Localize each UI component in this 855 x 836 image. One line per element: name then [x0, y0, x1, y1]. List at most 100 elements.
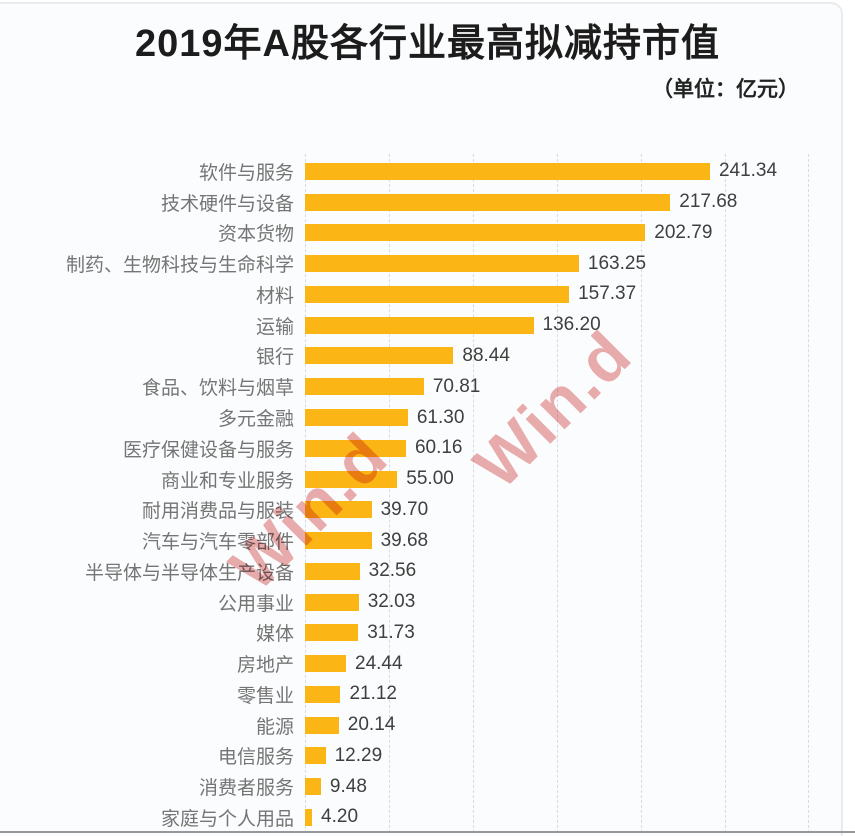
bar-value-label: 70.81 [432, 375, 481, 397]
category-label: 银行 [255, 347, 294, 369]
bar [305, 470, 398, 488]
gridline-50 [388, 154, 390, 833]
bar [305, 562, 360, 580]
bar [305, 316, 534, 334]
bottom-axis-line [0, 831, 855, 833]
category-label: 房地产 [236, 655, 294, 677]
bar-row: 家庭与个人用品 4.20 [0, 802, 855, 833]
bar-value-label: 39.68 [380, 529, 429, 551]
category-label: 医疗保健设备与服务 [122, 439, 294, 461]
category-label: 家庭与个人用品 [160, 808, 294, 830]
bar-value-label: 31.73 [367, 621, 415, 643]
plot-area: 软件与服务 241.34 技术硬件与设备 217.68 资本货物 202.79 … [0, 150, 855, 833]
bar-value-label: 136.20 [542, 314, 601, 336]
bar-row: 能源 20.14 [0, 710, 855, 741]
bar-value-label: 32.03 [367, 591, 416, 613]
bar-row: 电信服务 12.29 [0, 741, 855, 772]
bar-row: 媒体 31.73 [0, 617, 855, 648]
category-label: 食品、饮料与烟草 [141, 378, 294, 400]
bar-rows: 软件与服务 241.34 技术硬件与设备 217.68 资本货物 202.79 … [0, 156, 855, 833]
bar-value-label: 217.68 [679, 191, 738, 213]
bar [305, 162, 710, 180]
bar-row: 零售业 21.12 [0, 679, 855, 710]
bar [305, 347, 454, 365]
bar-value-label: 24.44 [355, 652, 403, 674]
bar-row: 技术硬件与设备 217.68 [0, 187, 855, 218]
category-label: 制药、生物科技与生命科学 [65, 255, 294, 277]
category-label: 汽车与汽车零部件 [141, 532, 294, 554]
category-label: 运输 [255, 316, 294, 338]
bar [305, 409, 408, 426]
bar [305, 193, 671, 211]
bar-row: 材料 157.37 [0, 279, 855, 310]
category-label: 半导体与半导体生产设备 [84, 562, 294, 584]
bar [305, 716, 339, 734]
category-label: 多元金融 [217, 409, 294, 430]
bar-value-label: 157.37 [578, 283, 637, 305]
category-label: 材料 [255, 285, 294, 307]
category-label: 耐用消费品与服装 [141, 501, 294, 523]
chart-title: 2019年A股各行业最高拟减持市值 [135, 23, 720, 65]
bar [305, 378, 424, 396]
category-label: 公用事业 [217, 593, 294, 615]
bar-value-label: 163.25 [587, 252, 647, 274]
bar-row: 软件与服务 241.34 [0, 156, 855, 187]
bar-row: 半导体与半导体生产设备 32.56 [0, 556, 855, 587]
category-label: 零售业 [236, 685, 294, 707]
category-label: 资本货物 [217, 224, 294, 246]
bar [305, 778, 321, 796]
bar-value-label: 88.44 [462, 344, 510, 366]
bar [305, 593, 359, 611]
bar-value-label: 202.79 [654, 221, 713, 243]
bar-row: 运输 136.20 [0, 310, 855, 341]
bar-row: 银行 88.44 [0, 341, 855, 372]
gridline-250 [724, 154, 726, 833]
bar-value-label: 20.14 [347, 714, 396, 736]
bar-row: 消费者服务 9.48 [0, 771, 855, 802]
gridline-150 [556, 154, 558, 833]
bar-value-label: 12.29 [334, 744, 383, 766]
category-label: 消费者服务 [198, 778, 294, 800]
category-label: 媒体 [255, 624, 294, 646]
category-label: 能源 [255, 716, 294, 738]
bar-value-label: 241.34 [718, 160, 778, 182]
bar-value-label: 32.56 [368, 560, 417, 582]
gridline-300 [808, 154, 810, 833]
bar-row: 资本货物 202.79 [0, 218, 855, 249]
category-label: 商业和专业服务 [160, 470, 294, 492]
bar [305, 655, 346, 673]
bar [305, 808, 313, 826]
category-label: 技术硬件与设备 [160, 193, 294, 215]
unit-label: （单位：亿元） [652, 78, 799, 101]
bar-value-label: 4.20 [321, 806, 359, 828]
gridline-100 [472, 154, 474, 833]
bar-row: 商业和专业服务 55.00 [0, 464, 855, 495]
bar-row: 医疗保健设备与服务 60.16 [0, 433, 855, 464]
gridline-0 [305, 154, 306, 833]
bar [305, 747, 326, 765]
bar-row: 制药、生物科技与生命科学 163.25 [0, 248, 855, 279]
bar [305, 624, 359, 642]
bar-value-label: 21.12 [349, 683, 397, 705]
bar-row: 房地产 24.44 [0, 648, 855, 679]
bar [305, 532, 372, 550]
category-label: 软件与服务 [198, 162, 294, 184]
bar-value-label: 61.30 [416, 406, 465, 428]
bar-value-label: 55.00 [406, 468, 454, 490]
bar-row: 汽车与汽车零部件 39.68 [0, 525, 855, 556]
bar [305, 224, 646, 242]
bar [305, 285, 570, 303]
bar-value-label: 39.70 [380, 498, 429, 520]
bar [305, 501, 372, 519]
bar-row: 公用事业 32.03 [0, 587, 855, 618]
gridline-200 [640, 154, 642, 833]
bar [305, 685, 341, 703]
bar-value-label: 60.16 [414, 437, 463, 459]
bar-row: 多元金融 61.30 [0, 402, 855, 433]
category-label: 电信服务 [217, 747, 294, 769]
bar [305, 439, 406, 457]
bar [305, 255, 579, 273]
bar-value-label: 9.48 [329, 775, 367, 797]
